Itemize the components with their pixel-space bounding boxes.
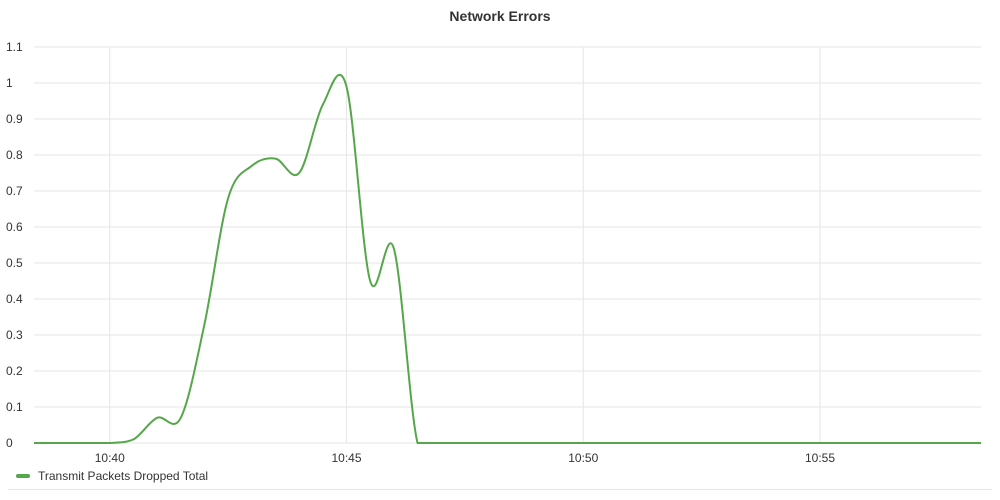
y-tick-label: 1.1 <box>6 40 23 54</box>
series-line[interactable] <box>34 74 981 445</box>
grid <box>34 46 981 444</box>
y-tick-label: 0.1 <box>6 400 23 414</box>
y-tick-label: 0.2 <box>6 364 23 378</box>
y-tick-label: 0.7 <box>6 184 23 198</box>
y-tick-label: 0.3 <box>6 328 23 342</box>
y-tick-label: 0.6 <box>6 220 23 234</box>
legend[interactable]: Transmit Packets Dropped Total <box>16 469 208 483</box>
x-tick-label: 10:45 <box>331 451 361 465</box>
chart-title: Network Errors <box>449 8 551 24</box>
x-tick-label: 10:55 <box>805 451 835 465</box>
legend-swatch <box>16 474 30 478</box>
x-tick-label: 10:40 <box>95 451 125 465</box>
y-tick-label: 0.9 <box>6 112 23 126</box>
y-tick-label: 0.5 <box>6 256 23 270</box>
y-tick-label: 1 <box>6 76 13 90</box>
x-tick-label: 10:50 <box>568 451 598 465</box>
axis-labels: 0 0.1 0.2 0.3 0.4 0.5 0.6 0.7 0.8 0.9 1 1.1 10:40 10:… <box>6 40 835 465</box>
series-layer <box>34 74 981 445</box>
y-tick-label: 0.4 <box>6 292 23 306</box>
legend-label[interactable]: Transmit Packets Dropped Total <box>38 469 209 483</box>
legend-divider <box>8 489 992 490</box>
y-tick-label: 0.8 <box>6 148 23 162</box>
y-tick-label: 0 <box>6 436 13 450</box>
